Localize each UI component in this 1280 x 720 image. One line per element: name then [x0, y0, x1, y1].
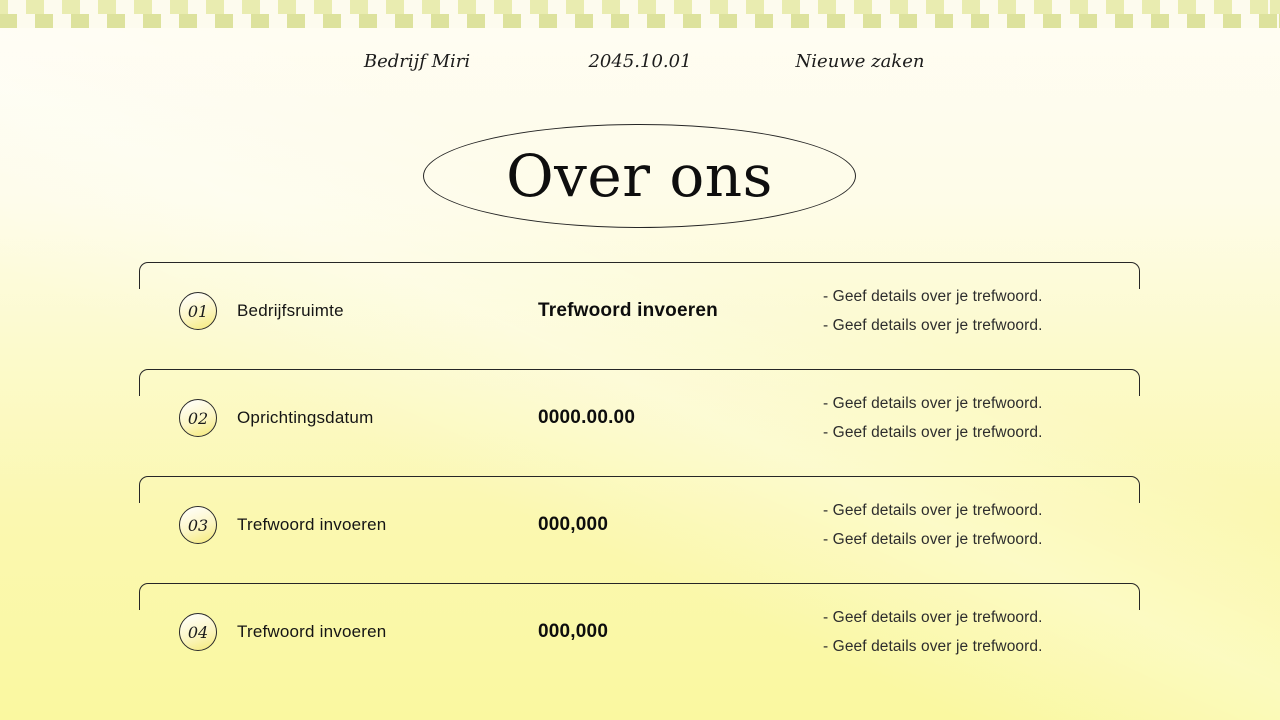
row-label: Bedrijfsruimte [237, 301, 344, 320]
detail-line: - Geef details over je trefwoord. [823, 288, 1043, 305]
row-label: Trefwoord invoeren [237, 622, 387, 641]
row-number-badge: 04 [179, 613, 217, 651]
detail-line: - Geef details over je trefwoord. [823, 531, 1043, 548]
section-label: Nieuwe zaken [795, 51, 925, 72]
company-name: Bedrijf Miri [363, 51, 471, 72]
row-number-badge: 01 [179, 292, 217, 330]
detail-line: - Geef details over je trefwoord. [823, 395, 1043, 412]
row-top-border [139, 583, 1140, 610]
row-top-border [139, 369, 1140, 396]
info-row: 02 Oprichtingsdatum 0000.00.00 - Geef de… [139, 369, 1140, 476]
checkerboard-trim [0, 0, 1280, 28]
row-number: 02 [187, 408, 209, 428]
info-row: 03 Trefwoord invoeren 000,000 - Geef det… [139, 476, 1140, 583]
detail-line: - Geef details over je trefwoord. [823, 424, 1043, 441]
row-details: - Geef details over je trefwoord. - Geef… [823, 496, 1043, 554]
detail-line: - Geef details over je trefwoord. [823, 638, 1043, 655]
row-keyword-placeholder: 000,000 [538, 621, 609, 642]
row-top-border [139, 262, 1140, 289]
row-details: - Geef details over je trefwoord. - Geef… [823, 389, 1043, 447]
info-row: 01 Bedrijfsruimte Trefwoord invoeren - G… [139, 262, 1140, 369]
detail-line: - Geef details over je trefwoord. [823, 317, 1043, 334]
row-keyword-placeholder: 0000.00.00 [538, 407, 636, 428]
info-rows-list: 01 Bedrijfsruimte Trefwoord invoeren - G… [139, 0, 1140, 720]
row-label: Oprichtingsdatum [237, 408, 374, 427]
row-keyword-placeholder: Trefwoord invoeren [538, 300, 718, 321]
row-number-badge: 02 [179, 399, 217, 437]
row-top-border [139, 476, 1140, 503]
info-row: 04 Trefwoord invoeren 000,000 - Geef det… [139, 583, 1140, 690]
row-keyword-placeholder: 000,000 [538, 514, 609, 535]
detail-line: - Geef details over je trefwoord. [823, 609, 1043, 626]
row-number: 03 [187, 515, 209, 535]
row-number-badge: 03 [179, 506, 217, 544]
slide-header: Bedrijf Miri 2045.10.01 Nieuwe zaken [0, 51, 1280, 75]
slide-date: 2045.10.01 [588, 51, 692, 72]
checkerboard-row-top [0, 0, 1280, 14]
row-details: - Geef details over je trefwoord. - Geef… [823, 282, 1043, 340]
title-ellipse-outline: Over ons [423, 124, 856, 228]
row-label: Trefwoord invoeren [237, 515, 387, 534]
row-number: 01 [187, 301, 209, 321]
checkerboard-row-bottom [0, 14, 1280, 28]
detail-line: - Geef details over je trefwoord. [823, 502, 1043, 519]
row-details: - Geef details over je trefwoord. - Geef… [823, 603, 1043, 661]
page-title: Over ons [506, 142, 773, 210]
row-number: 04 [187, 622, 209, 642]
